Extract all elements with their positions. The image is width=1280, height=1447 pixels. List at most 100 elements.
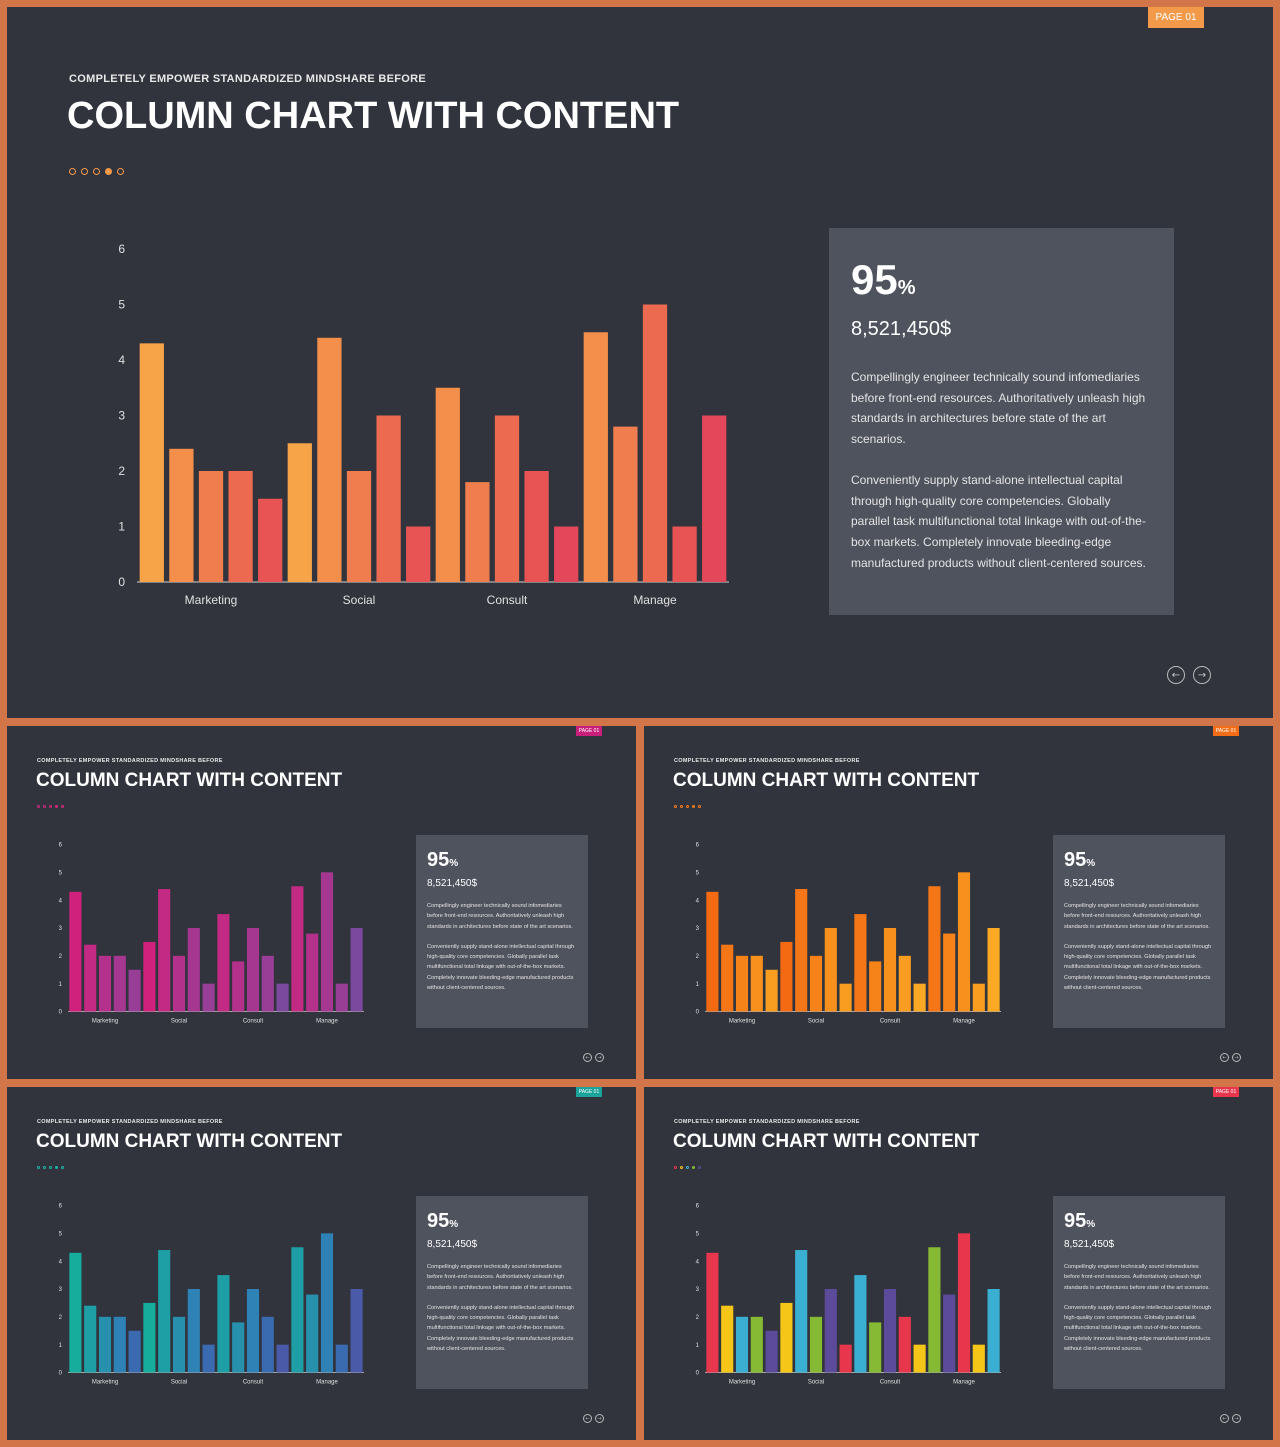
- bar: [320, 1233, 334, 1373]
- slide-kicker: COMPLETELY EMPOWER STANDARDIZED MINDSHAR…: [674, 1119, 860, 1125]
- bar: [824, 1289, 837, 1373]
- bar: [320, 872, 334, 1012]
- next-arrow-icon[interactable]: →: [595, 1053, 604, 1062]
- next-arrow-icon[interactable]: →: [1232, 1053, 1241, 1062]
- page-badge: PAGE 01: [576, 726, 602, 736]
- pager-dot[interactable]: [674, 1166, 677, 1169]
- slide-teal: PAGE 01 COMPLETELY EMPOWER STANDARDIZED …: [7, 1087, 636, 1440]
- column-chart: 0 1 2 3 4 5 6 Marketing Social Consult Manage: [696, 1204, 1001, 1386]
- y-tick-label: 2: [696, 1315, 700, 1321]
- bar: [465, 482, 490, 582]
- bar: [435, 387, 460, 582]
- slide-nav: ← →: [1167, 666, 1211, 684]
- y-tick-label: 0: [118, 575, 125, 589]
- pager-dot[interactable]: [61, 1166, 64, 1169]
- pager-dot[interactable]: [43, 805, 46, 808]
- pager-dot[interactable]: [680, 805, 683, 808]
- bar: [854, 914, 867, 1012]
- prev-arrow-icon[interactable]: ←: [1220, 1053, 1229, 1062]
- y-tick-label: 1: [59, 982, 63, 988]
- prev-arrow-icon[interactable]: ←: [583, 1053, 592, 1062]
- pager-dot[interactable]: [55, 805, 58, 808]
- pager-dot[interactable]: [698, 1166, 701, 1169]
- y-tick-label: 4: [696, 1259, 700, 1265]
- pager-dot[interactable]: [37, 805, 40, 808]
- y-tick-label: 0: [59, 1371, 63, 1377]
- pager-dot[interactable]: [93, 168, 100, 175]
- next-arrow-icon[interactable]: →: [1193, 666, 1211, 684]
- y-tick-label: 2: [59, 1315, 63, 1321]
- bar: [113, 955, 126, 1012]
- percent-stat: 95%: [427, 1210, 577, 1233]
- y-tick-label: 6: [59, 843, 63, 849]
- pager-dot[interactable]: [37, 1166, 40, 1169]
- bar: [217, 914, 230, 1012]
- pager-dot[interactable]: [105, 168, 112, 175]
- bar: [158, 1250, 171, 1373]
- bar: [765, 969, 778, 1012]
- x-category-label: Consult: [487, 593, 528, 607]
- next-arrow-icon[interactable]: →: [595, 1414, 604, 1423]
- percent-stat: 95%: [427, 849, 577, 872]
- percent-unit: %: [449, 858, 459, 869]
- bar: [839, 1344, 852, 1373]
- y-tick-label: 5: [59, 1231, 63, 1237]
- bar: [913, 1344, 926, 1373]
- pager-dot[interactable]: [698, 805, 701, 808]
- pager-dot[interactable]: [674, 805, 677, 808]
- x-category-label: Manage: [953, 1380, 975, 1386]
- x-category-label: Manage: [316, 1019, 338, 1025]
- slide-kicker: COMPLETELY EMPOWER STANDARDIZED MINDSHAR…: [69, 73, 427, 85]
- bar: [350, 928, 363, 1012]
- bar: [943, 933, 956, 1012]
- next-arrow-icon[interactable]: →: [1232, 1414, 1241, 1423]
- prev-arrow-icon[interactable]: ←: [583, 1414, 592, 1423]
- x-category-label: Social: [808, 1019, 824, 1025]
- bar: [69, 1252, 82, 1373]
- pager-dot[interactable]: [61, 805, 64, 808]
- bar: [780, 941, 793, 1012]
- y-tick-label: 2: [118, 464, 125, 478]
- bar: [187, 1289, 200, 1373]
- content-panel: 95% 8,521,450$ Compellingly engineer tec…: [416, 1196, 588, 1389]
- bar: [869, 1322, 882, 1373]
- pager-dot[interactable]: [69, 168, 76, 175]
- percent-unit: %: [897, 277, 916, 299]
- page-badge: PAGE 01: [1213, 1087, 1239, 1097]
- x-category-label: Marketing: [729, 1380, 755, 1386]
- pager-dot[interactable]: [680, 1166, 683, 1169]
- y-tick-label: 1: [59, 1343, 63, 1349]
- bar: [809, 1316, 823, 1373]
- slide-pager-dots: [37, 805, 64, 808]
- x-category-label: Social: [171, 1380, 187, 1386]
- pager-dot[interactable]: [81, 168, 88, 175]
- prev-arrow-icon[interactable]: ←: [1167, 666, 1185, 684]
- bar: [228, 471, 253, 582]
- amount-value: 8,521,450$: [427, 1239, 478, 1250]
- slide-nav: ← →: [583, 1053, 604, 1062]
- slide-kicker: COMPLETELY EMPOWER STANDARDIZED MINDSHAR…: [37, 758, 223, 764]
- prev-arrow-icon[interactable]: ←: [1220, 1414, 1229, 1423]
- pager-dot[interactable]: [117, 168, 124, 175]
- pager-dot[interactable]: [692, 805, 695, 808]
- pager-dot[interactable]: [686, 1166, 689, 1169]
- pager-dot[interactable]: [686, 805, 689, 808]
- bar: [524, 471, 549, 582]
- page-badge: PAGE 01: [576, 1087, 602, 1097]
- pager-dot[interactable]: [49, 805, 52, 808]
- pager-dot[interactable]: [49, 1166, 52, 1169]
- y-tick-label: 5: [59, 870, 63, 876]
- amount-value: 8,521,450$: [1064, 878, 1115, 889]
- bar: [869, 961, 882, 1012]
- y-tick-label: 0: [696, 1010, 700, 1016]
- x-category-label: Marketing: [92, 1380, 118, 1386]
- slide-pink: PAGE 01 COMPLETELY EMPOWER STANDARDIZED …: [7, 726, 636, 1079]
- pager-dot[interactable]: [55, 1166, 58, 1169]
- bar: [306, 1294, 319, 1373]
- bar: [246, 928, 260, 1012]
- bar: [839, 983, 852, 1012]
- pager-dot[interactable]: [692, 1166, 695, 1169]
- bar: [854, 1275, 867, 1373]
- pager-dot[interactable]: [43, 1166, 46, 1169]
- percent-value: 95: [1064, 849, 1087, 871]
